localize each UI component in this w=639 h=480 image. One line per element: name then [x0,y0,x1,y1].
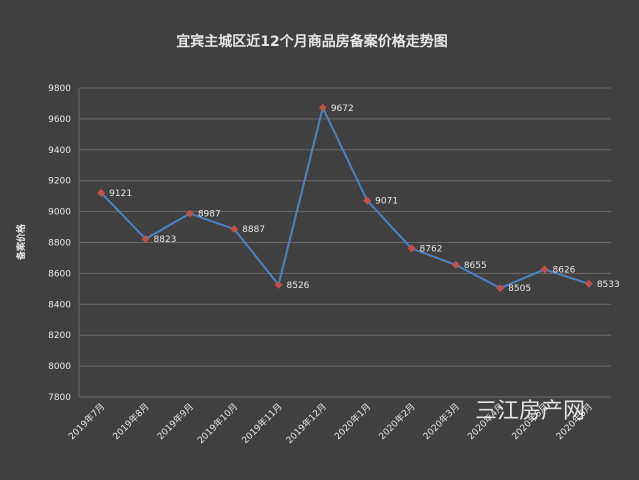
data-point [97,188,106,197]
x-tick-label: 2020年3月 [420,401,461,442]
data-point [230,225,239,234]
y-tick-label: 7800 [48,393,71,403]
data-label: 8823 [154,235,177,245]
data-points [97,103,593,293]
y-axis: 7800 8000 8200 8400 8600 8800 9000 9200 9400 9600… [48,84,71,403]
x-tick-label: 2019年12月 [283,401,329,447]
data-label: 8533 [597,280,620,290]
data-label: 8526 [287,281,310,291]
x-tick-label: 2019年8月 [110,401,151,442]
y-axis-label: 备案价格 [15,223,27,261]
data-label: 8655 [464,261,487,271]
chart-title: 宜宾主城区近12个月商品房备案价格走势图 [176,33,447,50]
y-tick-label: 8200 [48,331,71,341]
y-tick-label: 8400 [48,300,71,310]
data-point [141,234,150,243]
x-tick-label: 2019年9月 [154,401,195,442]
data-labels: 9121 8823 8987 8887 8526 9672 9071 8762 8655 8505… [109,104,620,294]
data-point [185,209,194,218]
data-label: 8762 [420,244,443,254]
data-point [451,260,460,269]
series-line-path [100,104,590,290]
data-point [584,279,593,288]
y-tick-label: 9400 [48,146,71,156]
y-tick-label: 9600 [48,115,71,125]
x-tick-label: 2020年1月 [332,401,373,442]
y-tick-label: 8600 [48,269,71,279]
watermark: 三江房产网 [475,399,585,424]
series-line [100,104,590,290]
data-point [496,284,505,293]
x-tick-label: 2020年2月 [376,401,417,442]
y-tick-label: 9800 [48,84,71,94]
data-label: 8626 [553,265,576,275]
data-label: 8887 [242,225,265,235]
grid [78,87,611,398]
y-tick-label: 8800 [48,239,71,249]
x-tick-label: 2019年10月 [195,401,241,447]
data-label: 8987 [198,210,221,220]
data-label: 9121 [109,189,132,199]
data-point [363,196,372,205]
data-point [407,244,416,253]
data-point [540,265,549,274]
data-label: 8505 [508,284,531,294]
y-tick-label: 8000 [48,362,71,372]
data-point [318,103,327,112]
data-label: 9672 [331,104,354,114]
data-point [274,280,283,289]
y-tick-label: 9000 [48,208,71,218]
x-tick-label: 2019年11月 [239,401,285,447]
y-tick-label: 9200 [48,177,71,187]
x-tick-label: 2019年7月 [66,401,107,442]
data-label: 9071 [375,197,398,207]
